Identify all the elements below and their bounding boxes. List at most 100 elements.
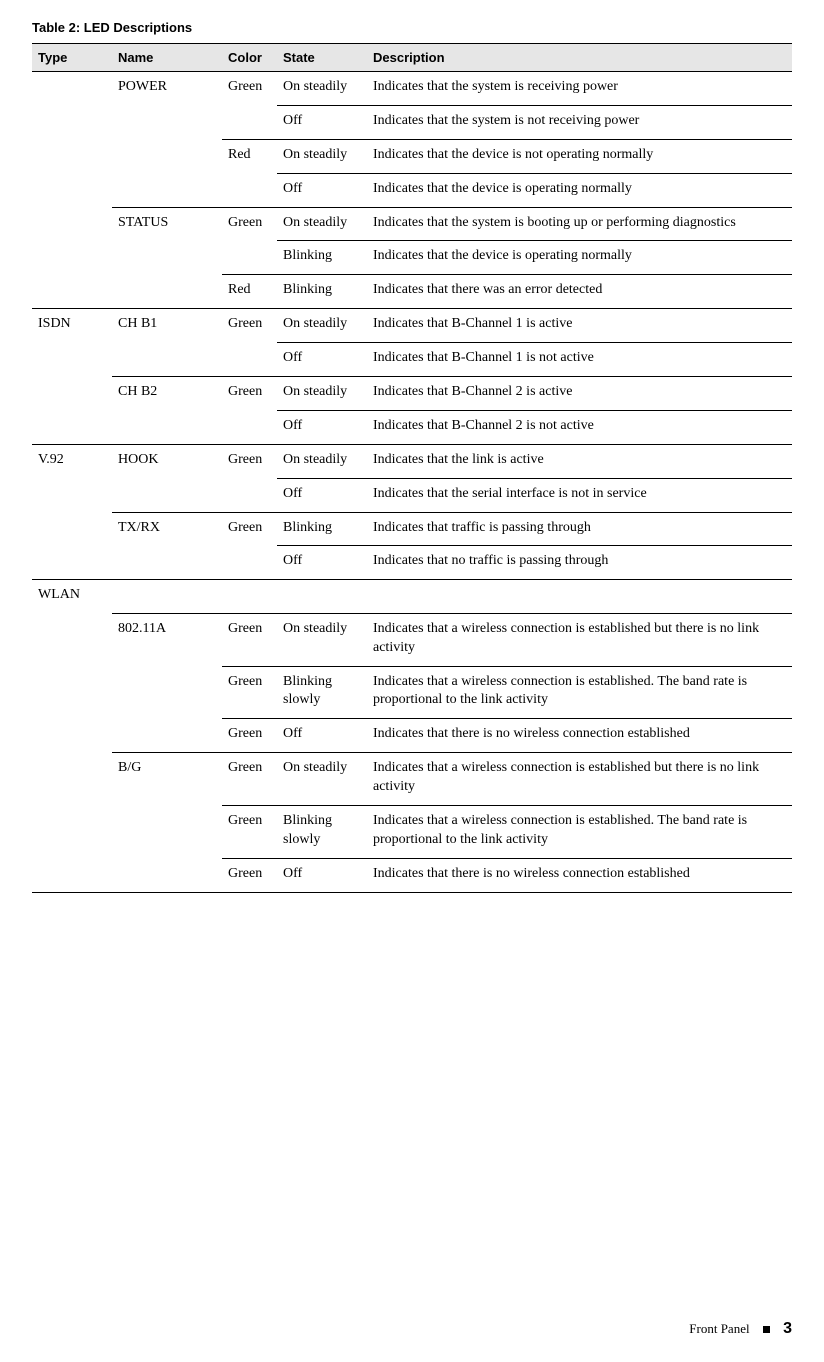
cell-desc: Indicates that the serial interface is n… (367, 478, 792, 512)
cell-desc: Indicates that the device is operating n… (367, 241, 792, 275)
cell-color: Green (222, 858, 277, 892)
cell-name: STATUS (112, 207, 222, 241)
table-row: RedBlinkingIndicates that there was an e… (32, 275, 792, 309)
table-row: OffIndicates that B-Channel 2 is not act… (32, 410, 792, 444)
cell-state: Off (277, 343, 367, 377)
cell-desc (367, 580, 792, 613)
cell-state: On steadily (277, 444, 367, 478)
cell-name (112, 105, 222, 139)
cell-type (32, 72, 112, 106)
cell-color: Green (222, 309, 277, 343)
col-name: Name (112, 44, 222, 72)
cell-name: TX/RX (112, 512, 222, 546)
cell-type (32, 512, 112, 546)
cell-state: Off (277, 478, 367, 512)
cell-state: Off (277, 546, 367, 580)
cell-name (112, 666, 222, 719)
table-row: BlinkingIndicates that the device is ope… (32, 241, 792, 275)
cell-name: POWER (112, 72, 222, 106)
footer-page-number: 3 (783, 1320, 792, 1337)
cell-state: On steadily (277, 613, 367, 666)
cell-state: On steadily (277, 139, 367, 173)
cell-desc: Indicates that there is no wireless conn… (367, 858, 792, 892)
cell-desc: Indicates that traffic is passing throug… (367, 512, 792, 546)
cell-desc: Indicates that there is no wireless conn… (367, 719, 792, 753)
table-row: GreenBlinking slowlyIndicates that a wir… (32, 666, 792, 719)
cell-type (32, 478, 112, 512)
cell-desc: Indicates that a wireless connection is … (367, 753, 792, 806)
cell-state: On steadily (277, 207, 367, 241)
table-row: B/GGreenOn steadilyIndicates that a wire… (32, 753, 792, 806)
cell-name (112, 410, 222, 444)
cell-name (112, 546, 222, 580)
cell-name (112, 805, 222, 858)
cell-desc: Indicates that B-Channel 2 is active (367, 377, 792, 411)
cell-color (222, 105, 277, 139)
cell-color: Green (222, 719, 277, 753)
footer-bullet-icon (763, 1326, 770, 1333)
cell-name (112, 343, 222, 377)
table-row: GreenOffIndicates that there is no wirel… (32, 719, 792, 753)
table-row: POWERGreenOn steadilyIndicates that the … (32, 72, 792, 106)
cell-state: On steadily (277, 377, 367, 411)
table-row: OffIndicates that the serial interface i… (32, 478, 792, 512)
cell-color: Green (222, 805, 277, 858)
cell-type (32, 377, 112, 411)
cell-color (222, 478, 277, 512)
table-row: OffIndicates that no traffic is passing … (32, 546, 792, 580)
cell-color: Red (222, 139, 277, 173)
table-row: GreenBlinking slowlyIndicates that a wir… (32, 805, 792, 858)
cell-color: Red (222, 275, 277, 309)
cell-type: V.92 (32, 444, 112, 478)
table-row: STATUSGreenOn steadilyIndicates that the… (32, 207, 792, 241)
cell-state: On steadily (277, 753, 367, 806)
cell-desc: Indicates that the link is active (367, 444, 792, 478)
table-row: ISDNCH B1GreenOn steadilyIndicates that … (32, 309, 792, 343)
cell-type (32, 105, 112, 139)
col-desc: Description (367, 44, 792, 72)
cell-name (112, 580, 222, 613)
cell-state: Blinking (277, 275, 367, 309)
cell-desc: Indicates that B-Channel 1 is active (367, 309, 792, 343)
page-footer: Front Panel 3 (689, 1320, 792, 1338)
col-color: Color (222, 44, 277, 72)
cell-desc: Indicates that B-Channel 2 is not active (367, 410, 792, 444)
cell-color: Green (222, 666, 277, 719)
cell-state: On steadily (277, 72, 367, 106)
cell-state: Off (277, 105, 367, 139)
cell-type: WLAN (32, 580, 112, 613)
table-row: GreenOffIndicates that there is no wirel… (32, 858, 792, 892)
cell-name (112, 275, 222, 309)
cell-state: Blinking (277, 512, 367, 546)
cell-type (32, 410, 112, 444)
cell-state: Off (277, 410, 367, 444)
table-row: WLAN (32, 580, 792, 613)
cell-desc: Indicates that a wireless connection is … (367, 666, 792, 719)
cell-color (222, 343, 277, 377)
cell-desc: Indicates that a wireless connection is … (367, 613, 792, 666)
cell-desc: Indicates that the system is not receivi… (367, 105, 792, 139)
cell-color (222, 580, 277, 613)
cell-type (32, 666, 112, 719)
table-row: CH B2GreenOn steadilyIndicates that B-Ch… (32, 377, 792, 411)
col-state: State (277, 44, 367, 72)
table-title: Table 2: LED Descriptions (32, 20, 792, 35)
cell-color: Green (222, 613, 277, 666)
cell-name: B/G (112, 753, 222, 806)
cell-color: Green (222, 72, 277, 106)
cell-desc: Indicates that the system is receiving p… (367, 72, 792, 106)
cell-name (112, 241, 222, 275)
cell-desc: Indicates that B-Channel 1 is not active (367, 343, 792, 377)
cell-name (112, 139, 222, 173)
cell-color (222, 173, 277, 207)
cell-color: Green (222, 377, 277, 411)
cell-state: Blinking slowly (277, 666, 367, 719)
cell-color (222, 241, 277, 275)
cell-type (32, 753, 112, 806)
cell-type (32, 275, 112, 309)
cell-desc: Indicates that no traffic is passing thr… (367, 546, 792, 580)
table-row: TX/RXGreenBlinkingIndicates that traffic… (32, 512, 792, 546)
cell-type (32, 207, 112, 241)
table-row: OffIndicates that the system is not rece… (32, 105, 792, 139)
cell-color: Green (222, 512, 277, 546)
